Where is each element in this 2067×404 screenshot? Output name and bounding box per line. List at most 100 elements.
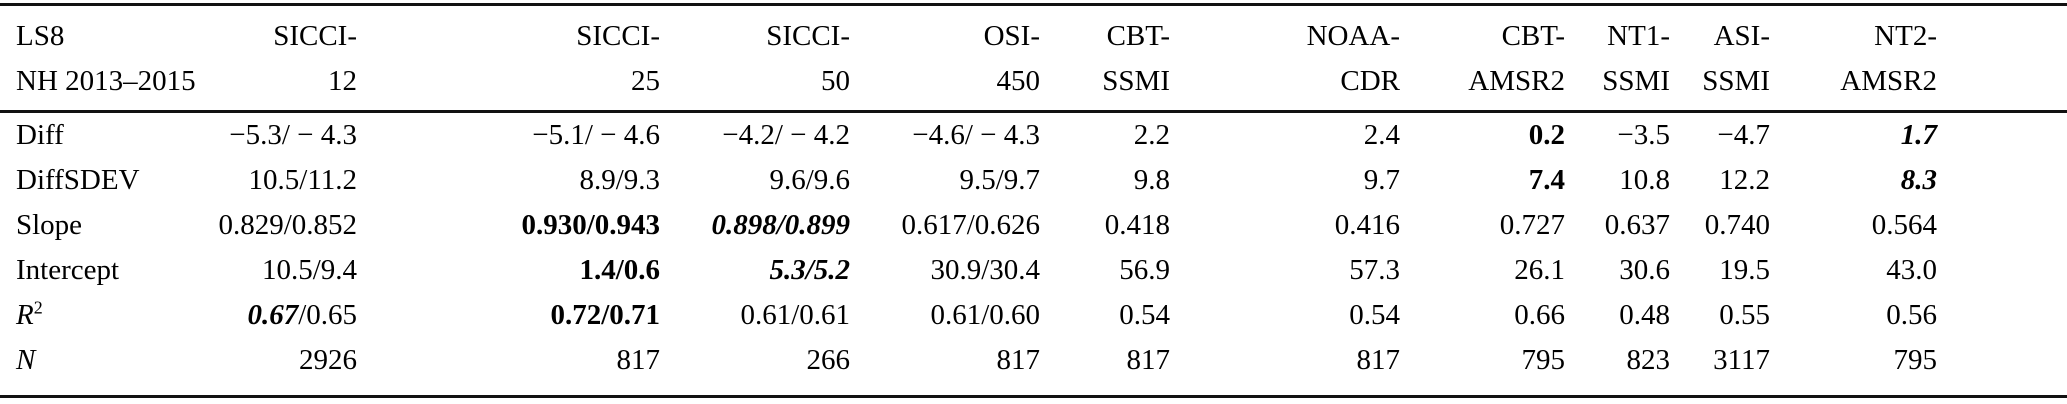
- cell-segment: 10.8: [1619, 164, 1670, 196]
- row-label-slope: Slope: [0, 203, 211, 248]
- cell-diff-cbt-ssmi: 2.2: [1040, 112, 1170, 159]
- cell-segment: 795: [1521, 344, 1566, 376]
- col-header-line1: SICCI-: [273, 20, 357, 52]
- cell-diff-nt1-ssmi: −3.5: [1565, 112, 1670, 159]
- cell-segment: 8.9/9.3: [579, 164, 660, 196]
- cell-segment: 30.9/30.4: [930, 254, 1040, 286]
- cell-segment: Diff: [16, 119, 64, 151]
- cell-slope-cbt-amsr2: 0.727: [1400, 203, 1565, 248]
- corner-header: LS8 NH 2013–2015: [0, 5, 211, 112]
- cell-diffsdev-nt1-ssmi: 10.8: [1565, 158, 1670, 203]
- cell-segment: 0.564: [1871, 209, 1937, 241]
- cell-segment: 5.3/5.2: [769, 254, 850, 286]
- table-row-diffsdev: DiffSDEV 10.5/11.2 8.9/9.3 9.6/9.6 9.5/9.7 9.…: [0, 158, 2067, 203]
- cell-segment: 7.4: [1528, 164, 1565, 196]
- cell-diff-sicci-25: −5.1/ − 4.6: [357, 112, 660, 159]
- cell-r-squared-noaa-cdr: 0.54: [1170, 293, 1400, 338]
- cell-slope-nt2-amsr2: 0.564: [1770, 203, 2067, 248]
- cell-r-squared-cbt-amsr2: 0.66: [1400, 293, 1565, 338]
- cell-segment: DiffSDEV: [16, 164, 140, 196]
- cell-segment: 0.67: [247, 299, 299, 331]
- cell-n-nt1-ssmi: 823: [1565, 338, 1671, 397]
- cell-segment: 30.6: [1619, 254, 1670, 286]
- cell-segment: 0.72/0.71: [550, 299, 660, 331]
- cell-segment: 0.727: [1499, 209, 1565, 241]
- col-header-line2: AMSR2: [1840, 65, 1937, 97]
- cell-intercept-asi-ssmi: 19.5: [1670, 248, 1770, 293]
- col-header-line2: SSMI: [1702, 65, 1770, 97]
- cell-segment: −3.5: [1617, 119, 1670, 151]
- cell-n-sicci-25: 817: [357, 338, 661, 397]
- cell-segment: Intercept: [16, 254, 120, 286]
- cell-diff-nt2-amsr2: 1.7: [1770, 112, 2067, 159]
- cell-segment: 1.7: [1900, 119, 1937, 151]
- col-header-nt1-ssmi: NT1- SSMI: [1565, 5, 1670, 112]
- cell-segment: 0.61/0.61: [740, 299, 850, 331]
- cell-segment: 0.829/0.852: [218, 209, 357, 241]
- cell-diff-sicci-12: −5.3/ − 4.3: [211, 112, 357, 159]
- col-header-line2: CDR: [1340, 65, 1400, 97]
- cell-segment: 26.1: [1514, 254, 1565, 286]
- cell-segment: 0.418: [1104, 209, 1170, 241]
- cell-segment: 817: [1356, 344, 1401, 376]
- cell-segment: −5.3/ − 4.3: [229, 119, 357, 151]
- cell-segment: 0.56: [1886, 299, 1937, 331]
- cell-segment: N: [16, 344, 36, 376]
- table-row-intercept: Intercept 10.5/9.4 1.4/0.6 5.3/5.2 30.9/30.4…: [0, 248, 2067, 293]
- cell-segment: /0.65: [298, 299, 357, 331]
- cell-segment: 9.7: [1363, 164, 1400, 196]
- col-header-noaa-cdr: NOAA- CDR: [1170, 5, 1400, 112]
- cell-n-noaa-cdr: 817: [1170, 338, 1401, 397]
- cell-diff-asi-ssmi: −4.7: [1670, 112, 1770, 159]
- cell-segment: 0.637: [1604, 209, 1670, 241]
- cell-slope-sicci-25: 0.930/0.943: [357, 203, 660, 248]
- cell-intercept-sicci-12: 10.5/9.4: [211, 248, 357, 293]
- stats-table: LS8 NH 2013–2015 SICCI- 12 SICCI- 25 SICCI- 5…: [0, 3, 2067, 398]
- cell-r-squared-nt2-amsr2: 0.56: [1770, 293, 2067, 338]
- cell-diff-cbt-amsr2: 0.2: [1400, 112, 1565, 159]
- table-row-slope: Slope 0.829/0.852 0.930/0.943 0.898/0.899 0.…: [0, 203, 2067, 248]
- col-header-line1: NOAA-: [1306, 20, 1400, 52]
- cell-segment: 0.930/0.943: [521, 209, 660, 241]
- col-header-line2: SSMI: [1602, 65, 1670, 97]
- cell-segment: 19.5: [1719, 254, 1770, 286]
- cell-intercept-osi-450: 30.9/30.4: [850, 248, 1040, 293]
- col-header-sicci-25: SICCI- 25: [357, 5, 660, 112]
- row-label-diffsdev: DiffSDEV: [0, 158, 211, 203]
- col-header-sicci-50: SICCI- 50: [660, 5, 850, 112]
- cell-slope-nt1-ssmi: 0.637: [1565, 203, 1670, 248]
- table-header: LS8 NH 2013–2015 SICCI- 12 SICCI- 25 SICCI- 5…: [0, 5, 2067, 112]
- col-header-line1: NT1-: [1607, 20, 1670, 52]
- cell-slope-cbt-ssmi: 0.418: [1040, 203, 1170, 248]
- col-header-line2: AMSR2: [1468, 65, 1565, 97]
- col-header-line1: SICCI-: [576, 20, 660, 52]
- cell-segment: 8.3: [1900, 164, 1937, 196]
- cell-n-sicci-50: 266: [660, 338, 851, 397]
- cell-segment: 266: [806, 344, 851, 376]
- cell-segment: 0.416: [1334, 209, 1400, 241]
- row-label-n: N: [0, 338, 211, 397]
- table-body: Diff −5.3/ − 4.3 −5.1/ − 4.6 −4.2/ − 4.2 −4.…: [0, 112, 2067, 397]
- cell-n-cbt-ssmi: 817: [1040, 338, 1171, 397]
- col-header-line2: 25: [631, 65, 660, 97]
- col-header-sicci-12: SICCI- 12: [211, 5, 357, 112]
- cell-slope-sicci-12: 0.829/0.852: [211, 203, 357, 248]
- cell-n-cbt-amsr2: 795: [1400, 338, 1566, 397]
- cell-n-asi-ssmi: 3117: [1670, 338, 1770, 397]
- cell-segment: 1.4/0.6: [579, 254, 660, 286]
- cell-r-squared-osi-450: 0.61/0.60: [850, 293, 1040, 338]
- cell-segment: 2: [33, 297, 43, 318]
- cell-segment: Slope: [16, 209, 83, 241]
- cell-r-squared-nt1-ssmi: 0.48: [1565, 293, 1670, 338]
- col-header-osi-450: OSI- 450: [850, 5, 1040, 112]
- cell-segment: 817: [1126, 344, 1171, 376]
- cell-segment: 0.61/0.60: [930, 299, 1040, 331]
- cell-segment: 0.617/0.626: [901, 209, 1040, 241]
- cell-diff-osi-450: −4.6/ − 4.3: [850, 112, 1040, 159]
- cell-diff-sicci-50: −4.2/ − 4.2: [660, 112, 850, 159]
- table-row-diff: Diff −5.3/ − 4.3 −5.1/ − 4.6 −4.2/ − 4.2 −4.…: [0, 112, 2067, 159]
- col-header-line1: NT2-: [1874, 20, 1937, 52]
- cell-segment: 795: [1893, 344, 1938, 376]
- col-header-line1: CBT-: [1501, 20, 1565, 52]
